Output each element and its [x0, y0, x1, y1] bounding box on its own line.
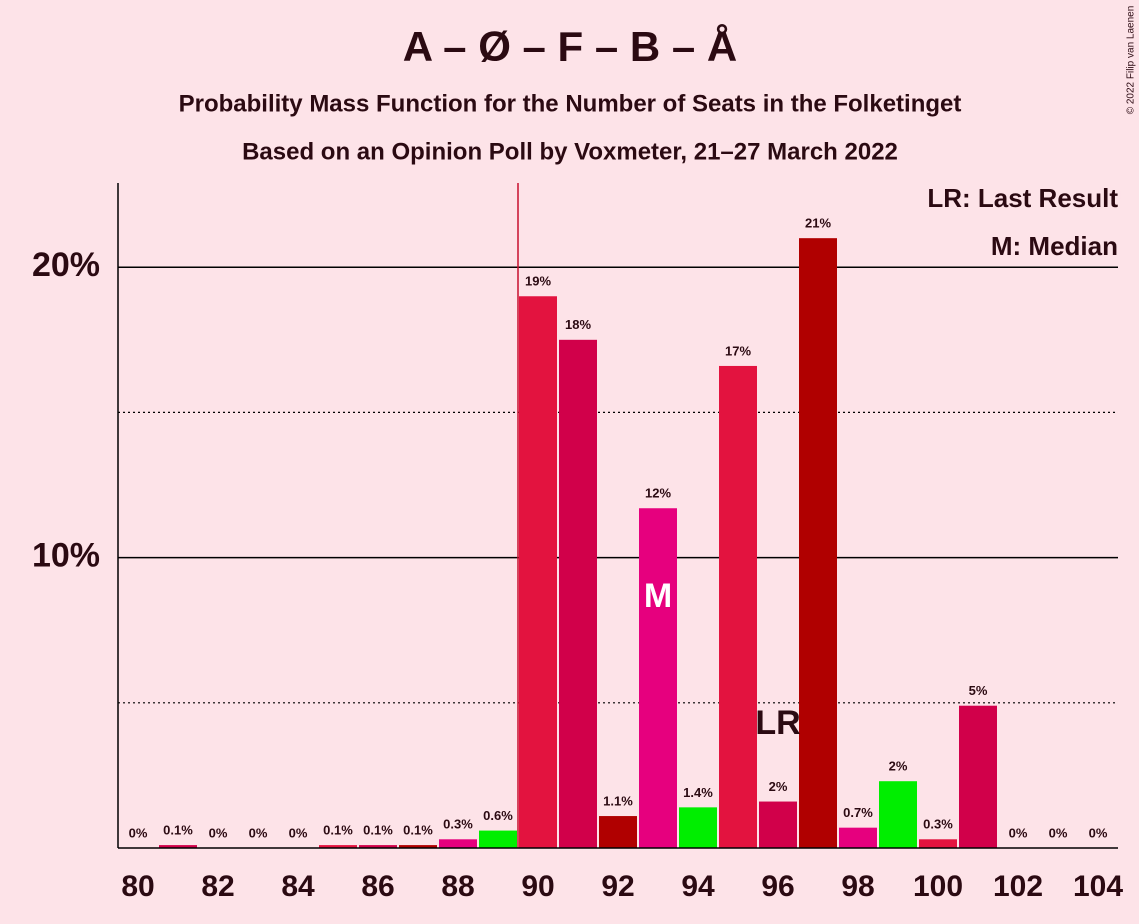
chart-subtitle: Probability Mass Function for the Number… [179, 90, 962, 117]
value-label: 0.1% [323, 823, 353, 838]
bar [879, 781, 917, 848]
value-label: 17% [725, 343, 751, 358]
chart-subtitle: Based on an Opinion Poll by Voxmeter, 21… [242, 138, 898, 165]
x-tick-label: 82 [201, 870, 234, 903]
value-label: 2% [889, 759, 908, 774]
bar [919, 839, 957, 848]
bar [399, 845, 437, 848]
legend-entry: M: Median [991, 231, 1118, 261]
value-label: 0% [209, 825, 228, 840]
bar [159, 845, 197, 848]
x-tick-label: 90 [521, 870, 554, 903]
bar [799, 238, 837, 848]
value-label: 18% [565, 317, 591, 332]
last-result-marker: LR [755, 704, 800, 742]
bar [679, 807, 717, 848]
x-tick-label: 98 [841, 870, 874, 903]
value-label: 0% [1009, 825, 1028, 840]
value-label: 0% [289, 825, 308, 840]
bar [319, 845, 357, 848]
bar [359, 845, 397, 848]
value-label: 0% [1049, 825, 1068, 840]
x-tick-label: 102 [993, 870, 1043, 903]
bar [559, 339, 597, 848]
x-tick-label: 84 [281, 870, 315, 903]
value-label: 0.3% [443, 817, 473, 832]
x-tick-label: 104 [1073, 870, 1123, 903]
y-tick-label: 20% [32, 246, 100, 284]
bar [439, 839, 477, 848]
value-label: 12% [645, 486, 671, 501]
value-label: 5% [969, 683, 988, 698]
bar [719, 365, 757, 848]
value-label: 0% [1089, 825, 1108, 840]
value-label: 19% [525, 274, 551, 289]
legend-entry: LR: Last Result [927, 183, 1118, 213]
bar [599, 816, 637, 848]
value-label: 2% [769, 779, 788, 794]
y-tick-label: 10% [32, 537, 100, 575]
x-tick-label: 88 [441, 870, 474, 903]
x-tick-label: 96 [761, 870, 794, 903]
value-label: 0.1% [163, 823, 193, 838]
x-tick-label: 92 [601, 870, 634, 903]
x-tick-label: 86 [361, 870, 394, 903]
value-label: 0.6% [483, 808, 513, 823]
value-label: 1.4% [683, 785, 713, 800]
value-label: 1.1% [603, 793, 633, 808]
copyright: © 2022 Filip van Laenen [1126, 6, 1137, 115]
median-marker: M [644, 577, 672, 615]
x-tick-label: 100 [913, 870, 963, 903]
value-label: 0.7% [843, 805, 873, 820]
value-label: 0.3% [923, 817, 953, 832]
value-label: 0% [249, 825, 268, 840]
x-tick-label: 80 [121, 870, 154, 903]
value-label: 0.1% [403, 823, 433, 838]
chart-title: A – Ø – F – B – Å [403, 23, 738, 70]
bar [519, 296, 557, 848]
bar [639, 508, 677, 848]
x-tick-label: 94 [681, 870, 715, 903]
bar [479, 830, 517, 848]
value-label: 0% [129, 825, 148, 840]
value-label: 21% [805, 216, 831, 231]
bar [959, 705, 997, 848]
bar [839, 827, 877, 848]
bar [759, 801, 797, 848]
value-label: 0.1% [363, 823, 393, 838]
